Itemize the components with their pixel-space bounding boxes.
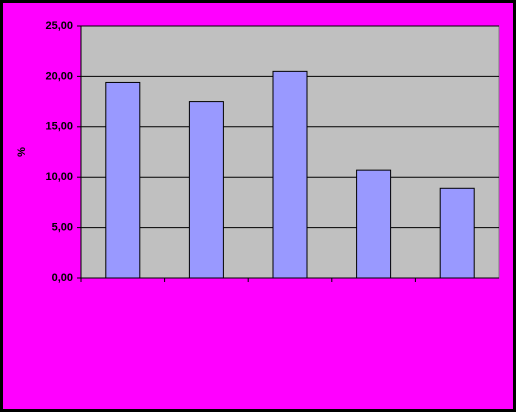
bar (188, 101, 224, 279)
y-tick-label: 25,00 (45, 20, 73, 32)
bar (356, 169, 392, 279)
y-tick-label: 10,00 (45, 171, 73, 183)
bar (439, 187, 475, 279)
y-axis-label: % (16, 147, 28, 157)
y-tick-label: 15,00 (45, 121, 73, 133)
y-tick-label: 5,00 (52, 222, 73, 234)
y-tick-label: 20,00 (45, 70, 73, 82)
bar (105, 81, 141, 279)
bar (272, 70, 308, 279)
y-tick-label: 0,00 (52, 272, 73, 284)
